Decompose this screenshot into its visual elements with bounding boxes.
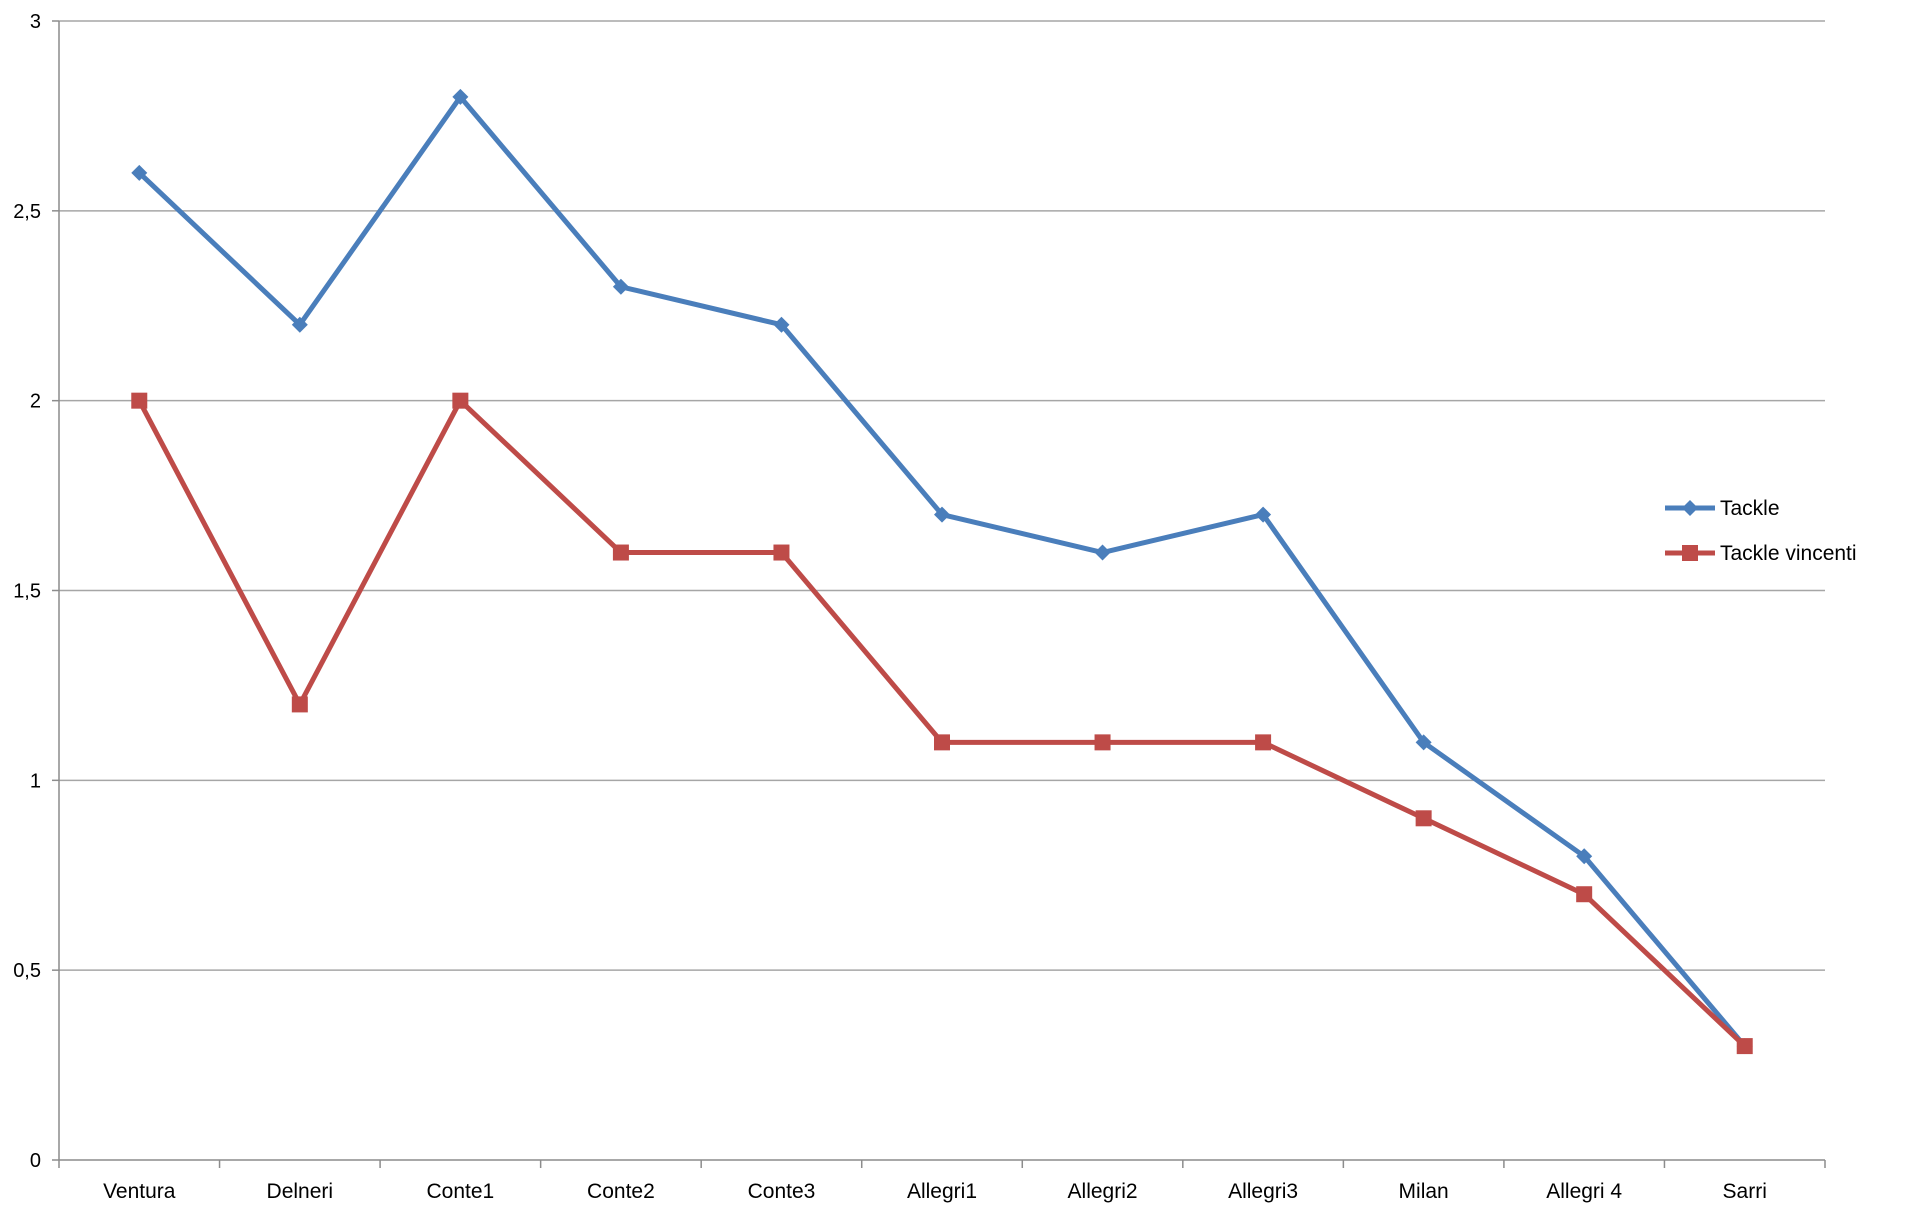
series-line <box>136 94 1748 1049</box>
data-point-marker <box>773 316 790 333</box>
x-tick-label: Milan <box>1399 1180 1449 1203</box>
x-tick-label: Conte1 <box>427 1180 495 1203</box>
data-point-marker <box>1576 848 1593 865</box>
data-point-marker <box>1576 886 1593 903</box>
data-point-marker <box>1736 1038 1753 1055</box>
legend-item: Tackle <box>1665 497 1780 520</box>
axes: 0 0,5 1 1,5 2 2,5 3 Ventura Delneri Conte1 Conte2 C… <box>13 11 1826 1203</box>
x-tick-label: Allegri1 <box>907 1180 977 1203</box>
legend-marker <box>1682 545 1698 561</box>
data-point-marker <box>1255 734 1272 751</box>
x-tick-label: Allegri 4 <box>1546 1180 1622 1203</box>
legend-marker <box>1682 500 1698 516</box>
data-point-marker <box>131 392 148 409</box>
data-point-marker <box>934 506 950 523</box>
data-point-marker <box>773 544 790 561</box>
y-tick-label: 1 <box>30 770 41 792</box>
x-tick-label: Delneri <box>267 1180 334 1203</box>
data-point-marker <box>291 696 308 713</box>
data-point-marker <box>1415 734 1432 751</box>
data-point-marker <box>1255 506 1272 523</box>
data-point-marker <box>1094 734 1111 751</box>
series-line <box>136 398 1748 1049</box>
legend: Tackle Tackle vincenti <box>1665 497 1857 565</box>
y-tick-label: 2 <box>30 391 41 413</box>
x-tick-label: Sarri <box>1723 1180 1767 1203</box>
x-tick-label: Conte2 <box>587 1180 655 1203</box>
data-point-marker <box>612 278 629 295</box>
series-1 <box>131 392 1753 1055</box>
y-tick-label: 2,5 <box>13 201 41 223</box>
data-point-marker <box>452 88 469 105</box>
data-point-marker <box>612 544 629 561</box>
series-0 <box>131 88 1753 1055</box>
data-point-marker <box>452 392 469 409</box>
x-tick-label: Ventura <box>103 1180 176 1203</box>
data-point-marker <box>131 164 148 181</box>
x-tick-label: Allegri2 <box>1068 1180 1138 1203</box>
data-point-marker <box>291 316 308 333</box>
x-tick-label: Conte3 <box>748 1180 816 1203</box>
data-point-marker <box>934 734 950 751</box>
data-point-marker <box>1094 544 1111 561</box>
series-lines <box>131 88 1753 1055</box>
y-tick-label: 0,5 <box>13 960 41 982</box>
y-tick-label: 0 <box>30 1150 41 1172</box>
gridlines <box>59 20 1825 971</box>
legend-item: Tackle vincenti <box>1665 542 1857 565</box>
data-point-marker <box>1415 810 1432 827</box>
y-tick-label: 1,5 <box>13 581 41 603</box>
legend-label: Tackle vincenti <box>1720 542 1857 565</box>
y-tick-label: 3 <box>30 11 41 33</box>
x-tick-label: Allegri3 <box>1228 1180 1298 1203</box>
legend-label: Tackle <box>1720 497 1780 520</box>
